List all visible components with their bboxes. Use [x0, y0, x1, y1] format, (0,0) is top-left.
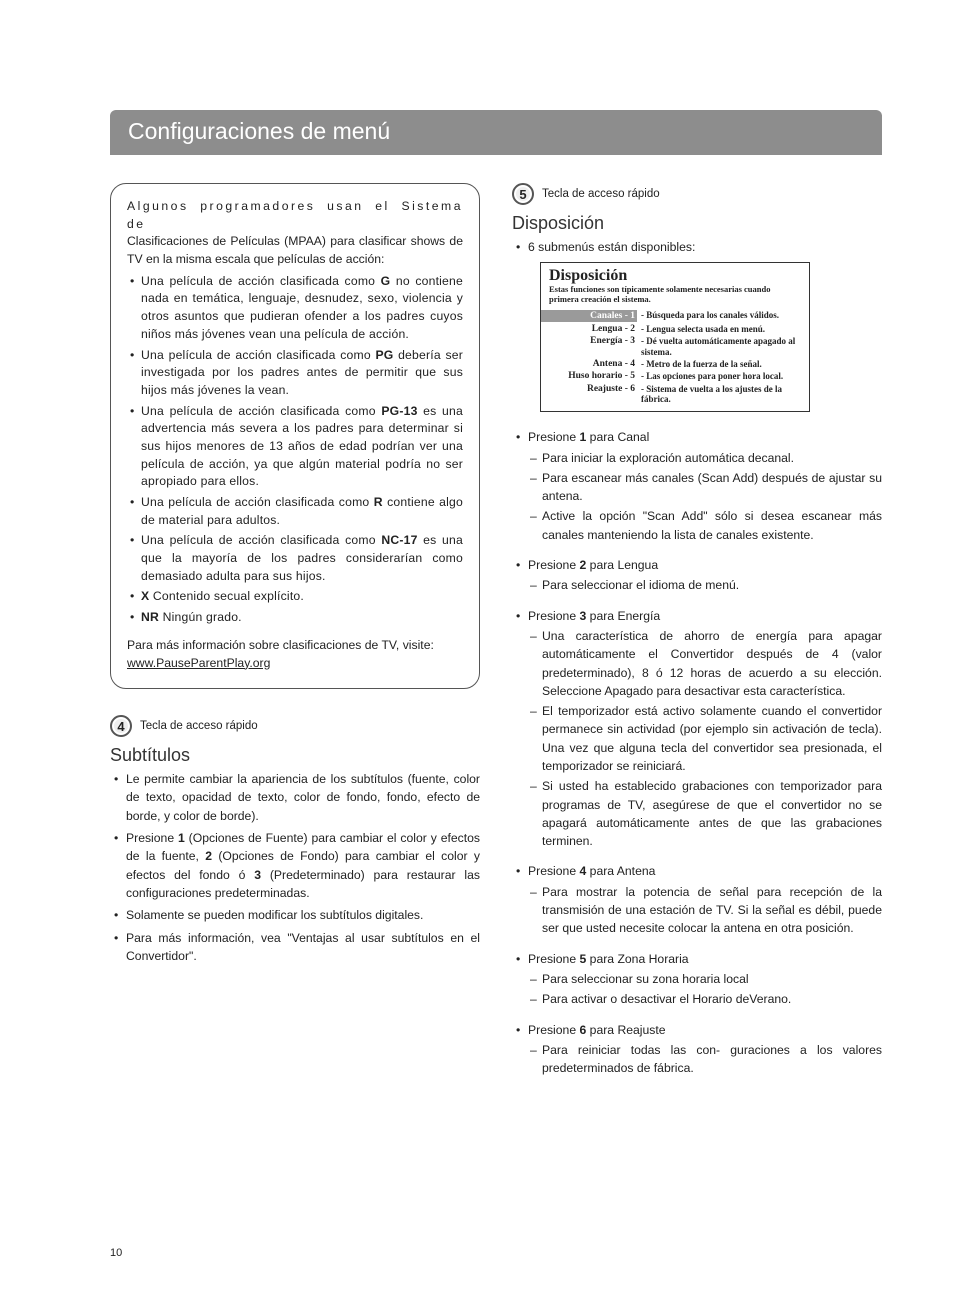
menu-row: Huso horario - 5Las opciones para poner … — [541, 370, 809, 382]
disposicion-intro: 6 submenús están disponibles: — [512, 238, 882, 256]
step-sub-item: Si usted ha establecido grabaciones con … — [528, 777, 882, 850]
mpaa-item: Una película de acción clasificada como … — [127, 532, 463, 585]
disposicion-menu-box: Disposición Estas funciones son típicame… — [540, 262, 810, 412]
step-item: Presione 4 para AntenaPara mostrar la po… — [512, 862, 882, 937]
menu-row-desc: Sistema de vuelta a los ajustes de la fá… — [637, 384, 803, 405]
step-sub-item: Para seleccionar su zona horaria local — [528, 970, 882, 988]
step-item: Presione 1 para CanalPara iniciar la exp… — [512, 428, 882, 544]
hotkey-4-icon: 4 — [110, 715, 132, 737]
menu-row-label: Canales - 1 — [541, 310, 637, 322]
subtitulos-heading: Subtítulos — [110, 745, 480, 766]
menu-row-label: Energía - 3 — [541, 336, 637, 346]
step-sub-item: Para iniciar la exploración automática d… — [528, 449, 882, 467]
hotkey-5-label: Tecla de acceso rápido — [542, 188, 660, 200]
step-sub-item: Para escanear más canales (Scan Add) des… — [528, 469, 882, 506]
step-list: Presione 3 para EnergíaUna característic… — [512, 607, 882, 851]
page-number: 10 — [110, 1247, 122, 1259]
step-list: Presione 5 para Zona HorariaPara selecci… — [512, 950, 882, 1009]
page-title: Configuraciones de menú — [110, 110, 882, 155]
step-item: Presione 6 para ReajustePara reiniciar t… — [512, 1021, 882, 1078]
step-sub-item: Para reiniciar todas las con- guraciones… — [528, 1041, 882, 1078]
step-list: Presione 2 para LenguaPara seleccionar e… — [512, 556, 882, 595]
hotkey-4-label: Tecla de acceso rápido — [140, 720, 258, 732]
menu-box-title: Disposición — [541, 263, 809, 285]
menu-row-label: Reajuste - 6 — [541, 384, 637, 394]
menu-row-desc: Metro de la fuerza de la señal. — [637, 359, 803, 369]
mpaa-item: Una película de acción clasificada como … — [127, 347, 463, 400]
step-sub-item: Para activar o desactivar el Horario deV… — [528, 990, 882, 1008]
subtitulos-item: Solamente se pueden modificar los subtít… — [110, 906, 480, 924]
step-list: Presione 4 para AntenaPara mostrar la po… — [512, 862, 882, 937]
mpaa-item: Una película de acción clasificada como … — [127, 273, 463, 344]
mpaa-item: Una película de acción clasificada como … — [127, 494, 463, 529]
menu-row-desc: Dé vuelta automáticamente apagado al sis… — [637, 336, 803, 357]
mpaa-link[interactable]: www.PauseParentPlay.org — [127, 656, 270, 670]
menu-row-label: Lengua - 2 — [541, 324, 637, 334]
step-sub-item: Una característica de ahorro de energía … — [528, 627, 882, 700]
step-sub-item: Active la opción "Scan Add" sólo si dese… — [528, 507, 882, 544]
step-item: Presione 3 para EnergíaUna característic… — [512, 607, 882, 851]
mpaa-intro-1: Algunos programadores usan el Sistema de — [127, 198, 463, 233]
menu-row: Canales - 1Búsqueda para los canales vál… — [541, 309, 809, 323]
menu-row-desc: Búsqueda para los canales válidos. — [637, 310, 803, 320]
menu-row: Energía - 3Dé vuelta automáticamente apa… — [541, 335, 809, 358]
menu-row-desc: Lengua selecta usada en menú. — [637, 324, 803, 334]
mpaa-item: NR Ningún grado. — [127, 609, 463, 627]
hotkey-4-row: 4 Tecla de acceso rápido — [110, 715, 480, 737]
subtitulos-list: Le permite cambiar la apariencia de los … — [110, 770, 480, 965]
step-sub-item: Para mostrar la potencia de señal para r… — [528, 883, 882, 938]
menu-row: Antena - 4Metro de la fuerza de la señal… — [541, 358, 809, 370]
step-sub-item: El temporizador está activo solamente cu… — [528, 702, 882, 775]
menu-row: Reajuste - 6Sistema de vuelta a los ajus… — [541, 383, 809, 406]
subtitulos-item: Para más información, vea "Ventajas al u… — [110, 929, 480, 966]
menu-box-subtitle: Estas funciones son típicamente solament… — [541, 285, 809, 309]
disposicion-intro-list: 6 submenús están disponibles: — [512, 238, 882, 256]
mpaa-info-box: Algunos programadores usan el Sistema de… — [110, 183, 480, 689]
step-item: Presione 5 para Zona HorariaPara selecci… — [512, 950, 882, 1009]
menu-row: Lengua - 2Lengua selecta usada en menú. — [541, 323, 809, 335]
hotkey-5-row: 5 Tecla de acceso rápido — [512, 183, 882, 205]
menu-row-label: Antena - 4 — [541, 359, 637, 369]
subtitulos-item: Le permite cambiar la apariencia de los … — [110, 770, 480, 825]
mpaa-item: X Contenido secual explícito. — [127, 588, 463, 606]
disposicion-heading: Disposición — [512, 213, 882, 234]
menu-row-desc: Las opciones para poner hora local. — [637, 371, 803, 381]
mpaa-item: Una película de acción clasificada como … — [127, 403, 463, 491]
subtitulos-item: Presione 1 (Opciones de Fuente) para cam… — [110, 829, 480, 902]
step-item: Presione 2 para LenguaPara seleccionar e… — [512, 556, 882, 595]
menu-row-label: Huso horario - 5 — [541, 371, 637, 381]
mpaa-footer: Para más información sobre clasificacion… — [127, 637, 463, 672]
hotkey-5-icon: 5 — [512, 183, 534, 205]
step-list: Presione 1 para CanalPara iniciar la exp… — [512, 428, 882, 544]
mpaa-list: Una película de acción clasificada como … — [127, 273, 463, 627]
step-list: Presione 6 para ReajustePara reiniciar t… — [512, 1021, 882, 1078]
mpaa-intro-2: Clasificaciones de Películas (MPAA) para… — [127, 233, 463, 268]
step-sub-item: Para seleccionar el idioma de menú. — [528, 576, 882, 594]
